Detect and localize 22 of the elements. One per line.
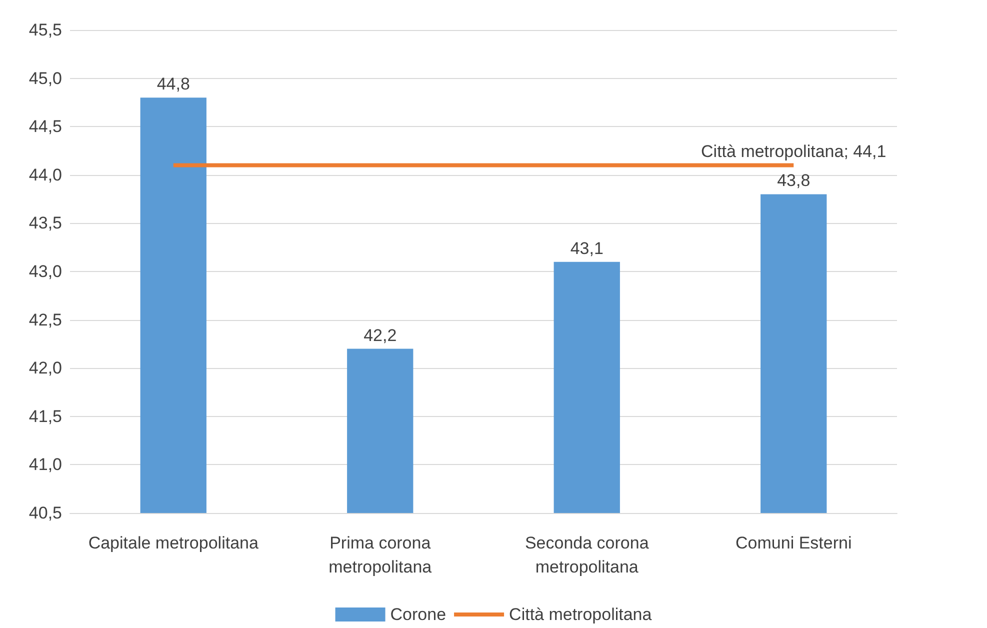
y-tick-label: 43,0 xyxy=(28,262,62,281)
y-tick-label: 42,5 xyxy=(28,310,62,330)
y-tick-label: 42,0 xyxy=(28,358,62,378)
x-tick-label: Capitale metropolitana xyxy=(88,534,259,552)
legend-label: Città metropolitana xyxy=(509,605,652,624)
y-tick-label: 41,0 xyxy=(28,455,62,474)
data-label: 43,1 xyxy=(570,238,604,258)
y-tick-label: 45,5 xyxy=(28,20,62,40)
y-tick-label: 43,5 xyxy=(28,214,62,233)
y-tick-label: 40,5 xyxy=(28,504,62,522)
y-tick-label: 44,0 xyxy=(28,165,62,184)
y-tick-label: 45,0 xyxy=(28,68,62,88)
y-tick-label: 41,5 xyxy=(28,406,62,426)
data-label: Città metropolitana; 44,1 xyxy=(701,142,886,162)
legend-label: Corone xyxy=(390,605,446,624)
y-tick-label: 44,5 xyxy=(28,117,62,136)
x-tick-label: Prima corona metropolitana xyxy=(328,534,432,576)
data-label: 43,8 xyxy=(777,171,810,190)
x-tick-label: Seconda corona metropolitana xyxy=(524,534,650,576)
x-tick-label: Comuni Esterni xyxy=(736,534,852,552)
data-label: 42,2 xyxy=(364,326,397,345)
data-label: 44,8 xyxy=(156,74,190,94)
